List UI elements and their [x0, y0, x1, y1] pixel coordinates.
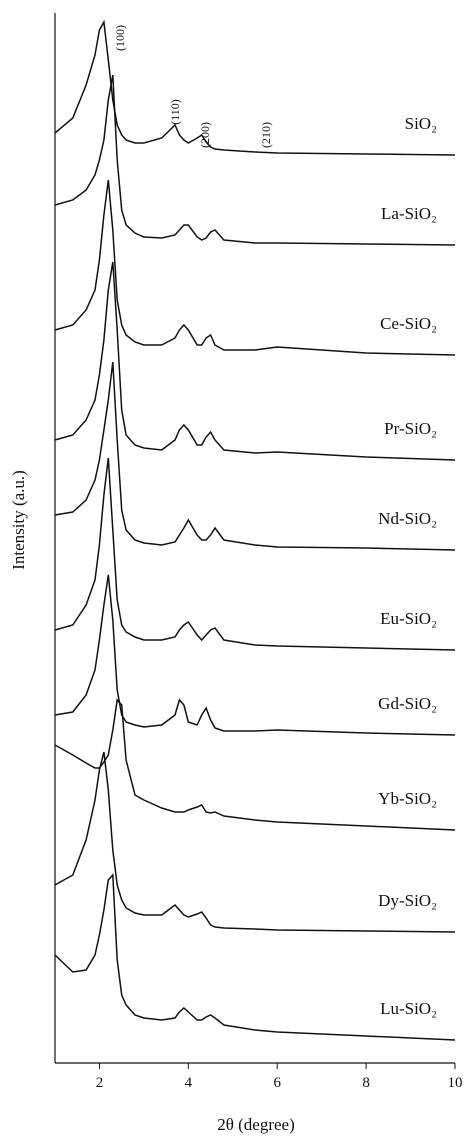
- xrd-pattern: [54, 751, 456, 933]
- x-tick-label: 6: [273, 1075, 281, 1091]
- xrd-pattern: [54, 361, 456, 551]
- series-label: Nd-SiO₂: [378, 509, 437, 528]
- xrd-pattern: [54, 574, 456, 736]
- series-label: Yb-SiO₂: [378, 789, 437, 808]
- series-label: SiO₂: [405, 114, 437, 133]
- series-label: Lu-SiO₂: [380, 999, 437, 1018]
- series-label: Dy-SiO₂: [378, 891, 437, 910]
- x-tick-label: 4: [185, 1075, 193, 1091]
- xrd-pattern: [54, 261, 456, 461]
- x-tick-label: 8: [362, 1075, 370, 1091]
- xrd-pattern: [54, 873, 456, 1041]
- xrd-pattern: [54, 19, 456, 156]
- peak-annotation: (100): [113, 25, 127, 51]
- peak-annotation: (210): [259, 122, 273, 148]
- x-axis-label: 2θ (degree): [217, 1115, 295, 1134]
- y-axis-label: Intensity (a.u.): [9, 470, 28, 570]
- series-label: Gd-SiO₂: [378, 694, 437, 713]
- xrd-pattern: [54, 179, 456, 356]
- series-label: Pr-SiO₂: [384, 419, 437, 438]
- xrd-pattern: [54, 74, 456, 246]
- peak-annotation: (110): [168, 99, 182, 125]
- xrd-pattern: [54, 457, 456, 651]
- x-tick-label: 10: [448, 1075, 463, 1091]
- series-label: La-SiO₂: [381, 204, 437, 223]
- series-label: Ce-SiO₂: [380, 314, 437, 333]
- x-tick-label: 2: [96, 1075, 104, 1091]
- xrd-pattern: [54, 698, 456, 831]
- peak-annotation: (200): [198, 122, 212, 148]
- series-label: Eu-SiO₂: [380, 609, 437, 628]
